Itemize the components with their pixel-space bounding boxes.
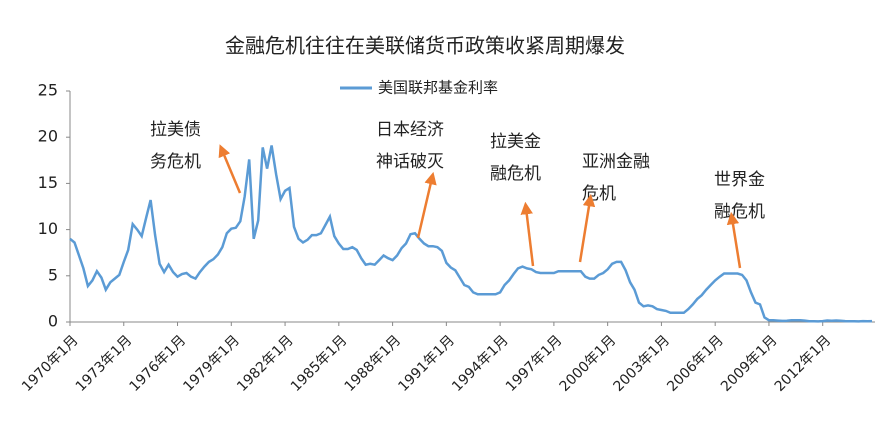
annotation-arrow — [578, 193, 596, 263]
x-tick-label: 1970年1月 — [19, 332, 82, 395]
chart-title: 金融危机往往在美联储货币政策收紧周期爆发 — [225, 34, 625, 58]
y-tick-label: 25 — [38, 81, 58, 100]
annotation-text: 日本经济 — [376, 120, 444, 140]
x-tick-label: 2000年1月 — [557, 332, 620, 395]
y-tick-label: 15 — [38, 173, 58, 192]
annotation-text: 世界金 — [714, 170, 765, 190]
annotation-text: 融危机 — [714, 202, 765, 222]
x-tick-label: 2012年1月 — [772, 332, 835, 395]
legend-label: 美国联邦基金利率 — [378, 79, 498, 97]
x-tick-label: 1985年1月 — [288, 332, 351, 395]
x-tick-label: 1973年1月 — [73, 332, 136, 395]
x-tick-label: 2006年1月 — [664, 332, 727, 395]
x-tick-label: 2003年1月 — [610, 332, 673, 395]
x-tick-label: 1982年1月 — [234, 332, 297, 395]
annotation-arrow — [726, 211, 742, 269]
line-series — [69, 145, 873, 323]
annotation-text: 拉美金 — [490, 132, 541, 152]
x-tick-label: 2009年1月 — [718, 332, 781, 395]
annotation-arrow — [218, 144, 242, 194]
y-tick-label: 0 — [48, 312, 58, 331]
x-tick-label: 1991年1月 — [395, 332, 458, 395]
x-tick-label: 1994年1月 — [449, 332, 512, 395]
annotation-text: 融危机 — [490, 164, 541, 184]
annotation-text: 务危机 — [150, 152, 201, 172]
annotation-text: 危机 — [582, 184, 616, 204]
annotation-arrow — [520, 201, 535, 267]
y-tick-label: 5 — [48, 265, 58, 284]
annotation-text: 拉美债 — [150, 120, 201, 140]
x-tick-label: 1976年1月 — [127, 332, 190, 395]
x-tick-label: 1979年1月 — [180, 332, 243, 395]
x-tick-label: 1988年1月 — [342, 332, 405, 395]
y-tick-label: 20 — [38, 127, 58, 146]
x-tick-label: 1997年1月 — [503, 332, 566, 395]
y-tick-label: 10 — [38, 219, 58, 238]
annotation-text: 神话破灭 — [376, 152, 444, 172]
annotation-arrow — [416, 171, 437, 239]
annotation-text: 亚洲金融 — [582, 152, 650, 172]
